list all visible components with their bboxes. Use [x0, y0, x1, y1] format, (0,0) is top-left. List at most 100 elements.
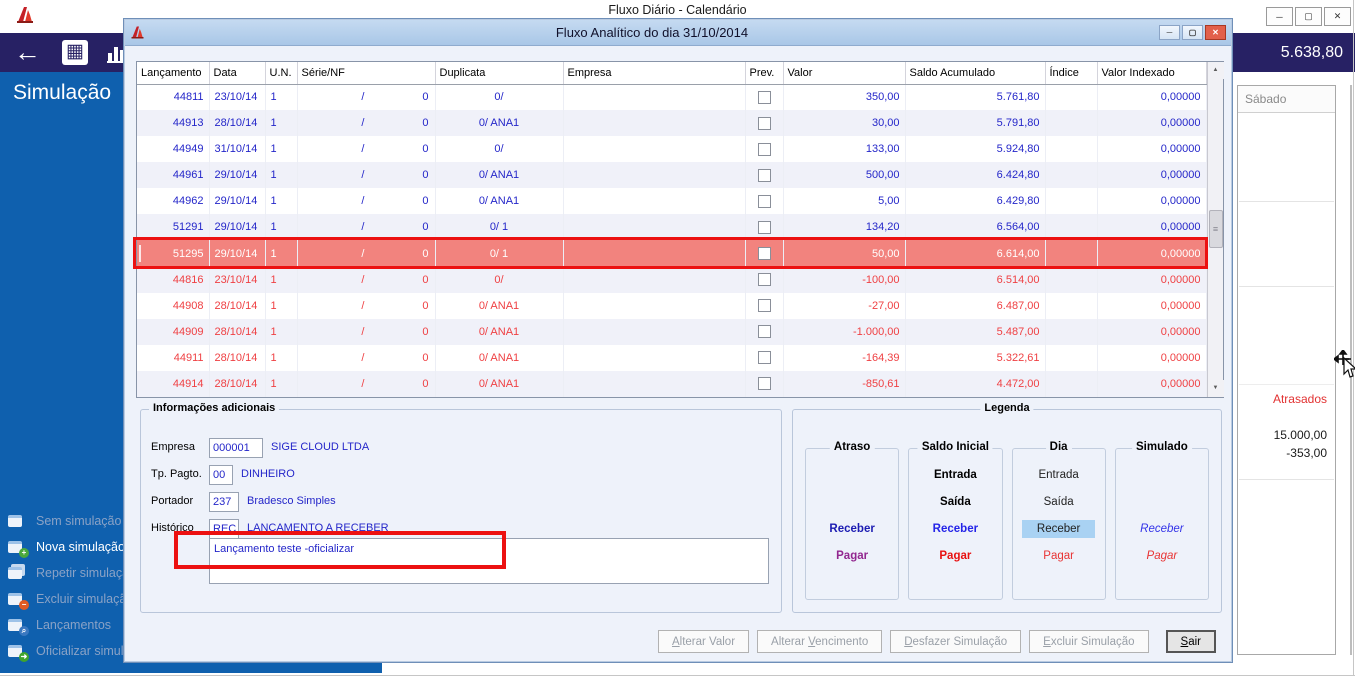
prev-checkbox[interactable]	[757, 90, 771, 104]
table-row[interactable]: 44913 28/10/14 1/0 0/ ANA1 30,00 5.791,80 0,00…	[137, 110, 1207, 137]
dialog-minimize-button[interactable]: ─	[1159, 25, 1180, 40]
sidebar-item-oficializar-simulacao[interactable]: ➜ Oficializar simulação	[8, 638, 378, 664]
column-header-serie-nf[interactable]: Série/NF	[297, 62, 436, 85]
cell-saldo-acumulado: 5.487,00	[905, 318, 1046, 345]
legend-group-atraso: Atraso Receber Pagar	[805, 441, 900, 600]
column-header-indice[interactable]: Índice	[1045, 62, 1098, 85]
close-button[interactable]: ✕	[1324, 7, 1351, 26]
window-search-icon: ⌕	[8, 618, 29, 636]
cell-valor: 500,00	[783, 162, 906, 189]
bar-chart-icon[interactable]	[107, 42, 129, 63]
calendar-day-column[interactable]: Sábado Atrasados 15.000,00 -353,00	[1237, 85, 1336, 655]
table-row[interactable]: 44816 23/10/14 1/0 0/-100,00 6.514,00 0,00000	[137, 266, 1207, 293]
cell-indice	[1045, 240, 1098, 267]
prev-checkbox[interactable]	[757, 168, 771, 182]
cell-prev	[745, 266, 784, 293]
cell-duplicata: 0/ 1	[435, 240, 564, 267]
history-note-field[interactable]: Lançamento teste -oficializar	[209, 538, 769, 584]
sidebar-item-sem-simulacao[interactable]: Sem simulação	[8, 508, 378, 534]
cell-serie-nf: /0	[297, 162, 436, 189]
prev-checkbox[interactable]	[757, 325, 771, 339]
dialog-logo-icon	[131, 26, 144, 39]
field-code-input[interactable]: REC	[209, 519, 239, 539]
field-label: Tp. Pagto.	[151, 468, 202, 480]
sidebar-footer-strip	[0, 663, 382, 673]
button-desfazer-simulacao[interactable]: Desfazer Simulação	[890, 630, 1022, 653]
cell-data: 28/10/14	[209, 110, 266, 137]
scrollbar-thumb[interactable]: ≡	[1208, 210, 1223, 248]
cell-data: 29/10/14	[209, 188, 266, 215]
additional-info-groupbox: Informações adicionais Empresa 000001 SIGE…	[140, 402, 782, 613]
nf-value: 0	[422, 351, 429, 364]
cell-duplicata: 0/ ANA1	[435, 370, 564, 397]
table-row[interactable]: 44914 28/10/14 1/0 0/ ANA1 -850,61 4.472,00 0,…	[137, 370, 1207, 397]
cell-valor-indexado: 0,00000	[1097, 110, 1207, 137]
sidebar-item-excluir-simulacao[interactable]: − Excluir simulação	[8, 586, 378, 612]
column-header-valor-indexado[interactable]: Valor Indexado	[1097, 62, 1207, 85]
prev-checkbox[interactable]	[757, 194, 771, 208]
button-alterar-valor[interactable]: Alterar Valor	[657, 630, 750, 653]
sidebar-item-nova-simulacao[interactable]: + Nova simulação	[8, 534, 378, 560]
maximize-button[interactable]: ▢	[1295, 7, 1322, 26]
dialog-maximize-button[interactable]: ▢	[1182, 25, 1203, 40]
prev-checkbox[interactable]	[757, 299, 771, 313]
prev-checkbox[interactable]	[757, 116, 771, 130]
legend-label: Entrada	[933, 468, 977, 481]
info-field-historico: Histórico REC LANÇAMENTO A RECEBER	[151, 519, 771, 539]
dialog-titlebar[interactable]: Fluxo Analítico do dia 31/10/2014 ─ ▢ ✕	[125, 20, 1231, 46]
nf-value: 0	[422, 91, 429, 104]
cell-lancamento: 44909	[137, 318, 210, 345]
column-header-prev[interactable]: Prev.	[745, 62, 784, 85]
field-code-input[interactable]: 000001	[209, 438, 263, 458]
field-code-input[interactable]: 237	[209, 492, 239, 512]
table-row[interactable]: 44811 23/10/14 1/0 0/350,00 5.761,80 0,00000	[137, 84, 1207, 111]
calendar-icon[interactable]: ▦	[62, 40, 88, 65]
column-header-data[interactable]: Data	[209, 62, 266, 85]
table-row[interactable]: 44911 28/10/14 1/0 0/ ANA1 -164,39 5.322,61 0,…	[137, 344, 1207, 371]
column-header-valor[interactable]: Valor	[783, 62, 906, 85]
table-row[interactable]: 44908 28/10/14 1/0 0/ ANA1 -27,00 6.487,00 0,0…	[137, 292, 1207, 319]
column-header-duplicata[interactable]: Duplicata	[435, 62, 564, 85]
field-code-input[interactable]: 00	[209, 465, 233, 485]
column-header-lancamento[interactable]: Lançamento	[137, 62, 210, 85]
sidebar-item-lancamentos[interactable]: ⌕ Lançamentos	[8, 612, 378, 638]
field-description: SIGE CLOUD LTDA	[271, 441, 370, 453]
cell-un: 1	[265, 136, 298, 163]
button-excluir-simulacao[interactable]: Excluir Simulação	[1029, 630, 1149, 653]
cell-valor: 133,00	[783, 136, 906, 163]
button-alterar-vencimento[interactable]: Alterar Vencimento	[757, 630, 883, 653]
column-header-saldo-acumulado[interactable]: Saldo Acumulado	[905, 62, 1046, 85]
cell-lancamento: 51291	[137, 214, 210, 241]
vertical-scrollbar[interactable]: ▲ ≡ ▼	[1206, 62, 1224, 397]
field-description: DINHEIRO	[241, 468, 295, 480]
table-row[interactable]: 51295 29/10/14 1/0 0/ 1 50,00 6.614,00 0,00000	[137, 240, 1207, 267]
prev-checkbox[interactable]	[757, 220, 771, 234]
prev-checkbox[interactable]	[757, 273, 771, 287]
minimize-button[interactable]: ─	[1266, 7, 1293, 26]
cell-duplicata: 0/ ANA1	[435, 110, 564, 137]
serie-slash: /	[361, 169, 365, 182]
dialog-close-button[interactable]: ✕	[1205, 25, 1226, 40]
button-sair[interactable]: Sair	[1165, 630, 1216, 653]
table-row[interactable]: 51291 29/10/14 1/0 0/ 1 134,20 6.564,00 0,0000…	[137, 214, 1207, 241]
sidebar-item-repetir-simulacao[interactable]: Repetir simulação	[8, 560, 378, 586]
prev-checkbox[interactable]	[757, 351, 771, 365]
prev-checkbox[interactable]	[757, 247, 771, 260]
table-row[interactable]: 44909 28/10/14 1/0 0/ ANA1 -1.000,00 5.487,00…	[137, 318, 1207, 345]
cell-data: 28/10/14	[209, 370, 266, 397]
cell-valor-indexado: 0,00000	[1097, 84, 1207, 111]
prev-checkbox[interactable]	[757, 142, 771, 156]
table-row[interactable]: 44962 29/10/14 1/0 0/ ANA1 5,00 6.429,80 0,000…	[137, 188, 1207, 215]
table-row[interactable]: 44961 29/10/14 1/0 0/ ANA1 500,00 6.424,80 0,0…	[137, 162, 1207, 189]
nf-value: 0	[422, 169, 429, 182]
cell-indice	[1045, 136, 1098, 163]
table-row[interactable]: 44949 31/10/14 1/0 0/133,00 5.924,80 0,00000	[137, 136, 1207, 163]
column-header-empresa[interactable]: Empresa	[563, 62, 746, 85]
column-header-u-n[interactable]: U.N.	[265, 62, 298, 85]
scroll-down-arrow-icon[interactable]: ▼	[1207, 380, 1224, 397]
back-arrow-icon[interactable]: ←	[14, 37, 41, 67]
field-label: Histórico	[151, 522, 194, 534]
cell-empresa	[563, 162, 746, 189]
scroll-up-arrow-icon[interactable]: ▲	[1207, 62, 1224, 79]
prev-checkbox[interactable]	[757, 377, 771, 391]
